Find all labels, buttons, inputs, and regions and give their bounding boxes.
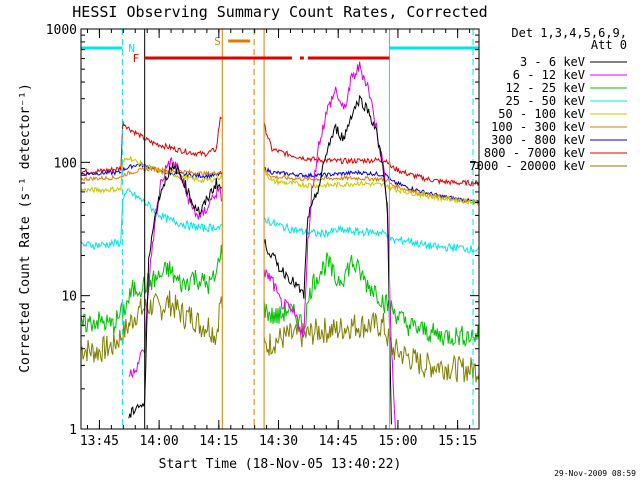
legend-label: 300 - 800 keV xyxy=(491,133,585,147)
x-tick-label: 14:30 xyxy=(259,434,298,449)
flare-flag-label: F xyxy=(133,52,140,65)
legend-label: 50 - 100 keV xyxy=(498,107,585,121)
saa-flag-label: S xyxy=(214,35,221,48)
y-tick-label: 1 xyxy=(69,423,77,438)
x-tick-label: 15:00 xyxy=(378,434,417,449)
legend-label: 100 - 300 keV xyxy=(491,120,585,134)
legend-label: 800 - 7000 keV xyxy=(484,146,585,160)
legend-title: Det 1,3,4,5,6,9, xyxy=(511,26,627,40)
series-line-1 xyxy=(128,61,396,429)
night-flag-label: N xyxy=(128,42,135,55)
x-tick-label: 14:00 xyxy=(140,434,179,449)
series-line-2 xyxy=(81,244,479,348)
timestamp: 29-Nov-2009 08:59 xyxy=(554,469,636,478)
legend-label: 3 - 6 keV xyxy=(520,55,585,69)
legend-label: 12 - 25 keV xyxy=(506,81,585,95)
y-tick-label: 1000 xyxy=(46,23,77,38)
legend-title: Att 0 xyxy=(591,38,627,52)
x-tick-label: 14:45 xyxy=(319,434,358,449)
series-line-7 xyxy=(81,116,479,188)
legend-label: 6 - 12 keV xyxy=(513,68,585,82)
y-tick-label: 100 xyxy=(54,156,77,171)
x-axis-label: Start Time (18-Nov-05 13:40:22) xyxy=(159,457,402,472)
series-line-3 xyxy=(81,188,479,254)
x-tick-label: 15:15 xyxy=(438,434,477,449)
y-axis-label: Corrected Count Rate (s⁻¹ detector⁻¹) xyxy=(18,83,33,373)
x-tick-label: 14:15 xyxy=(199,434,238,449)
chart-title: HESSI Observing Summary Count Rates, Cor… xyxy=(72,3,487,21)
y-tick-label: 10 xyxy=(61,290,77,305)
plot-frame xyxy=(80,28,480,430)
legend-label: 25 - 50 keV xyxy=(506,94,585,108)
series-line-4 xyxy=(81,156,479,206)
x-tick-label: 13:45 xyxy=(80,434,119,449)
legend-label: 7000 - 20000 keV xyxy=(469,159,585,173)
series-line-8 xyxy=(81,290,479,383)
